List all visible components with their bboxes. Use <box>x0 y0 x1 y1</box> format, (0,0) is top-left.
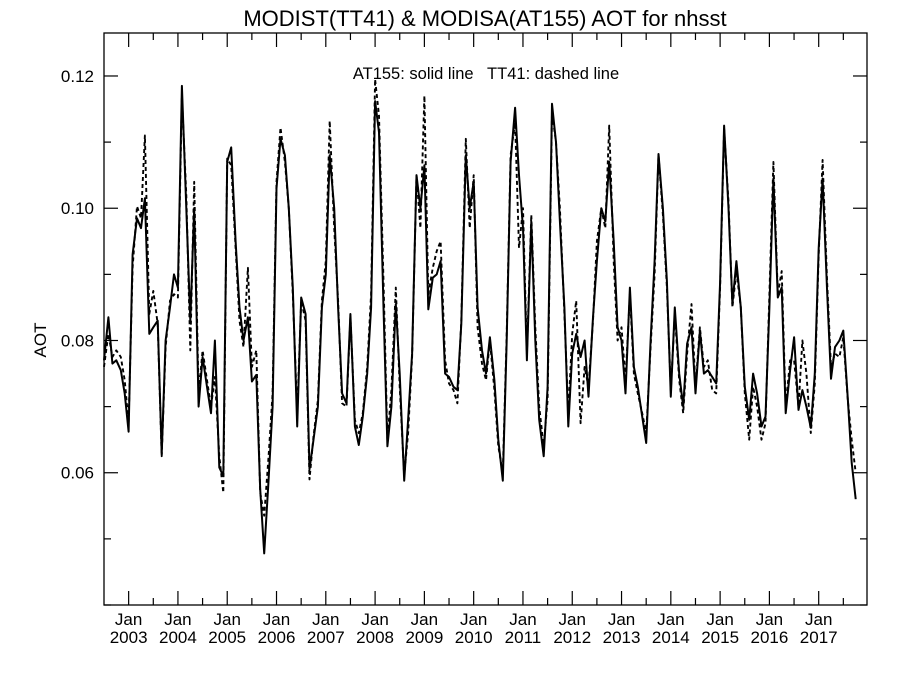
plot-frame <box>103 32 868 606</box>
x-tick-month-label: Jan <box>263 610 290 629</box>
x-tick-year-label: 2003 <box>110 628 148 647</box>
x-tick-year-label: 2016 <box>750 628 788 647</box>
x-tick-month-label: Jan <box>115 610 142 629</box>
x-tick-month-label: Jan <box>411 610 438 629</box>
x-tick-year-label: 2006 <box>258 628 296 647</box>
y-tick-label: 0.06 <box>61 464 94 483</box>
chart-title: MODIST(TT41) & MODISA(AT155) AOT for nhs… <box>243 6 726 31</box>
x-tick-year-label: 2010 <box>455 628 493 647</box>
x-tick-month-label: Jan <box>559 610 586 629</box>
x-axis: Jan2003Jan2004Jan2005Jan2006Jan2007Jan20… <box>110 33 844 647</box>
x-tick-month-label: Jan <box>214 610 241 629</box>
x-tick-year-label: 2007 <box>307 628 345 647</box>
y-tick-label: 0.12 <box>61 67 94 86</box>
x-tick-month-label: Jan <box>509 610 536 629</box>
x-tick-year-label: 2017 <box>800 628 838 647</box>
series-layer <box>103 78 857 555</box>
x-tick-year-label: 2009 <box>405 628 443 647</box>
series-line-at155-solid <box>103 84 857 555</box>
x-tick-year-label: 2013 <box>603 628 641 647</box>
x-tick-year-label: 2005 <box>208 628 246 647</box>
x-tick-month-label: Jan <box>657 610 684 629</box>
x-tick-year-label: 2004 <box>159 628 197 647</box>
x-tick-month-label: Jan <box>460 610 487 629</box>
series-line-tt41-dashed <box>103 78 857 517</box>
x-tick-year-label: 2008 <box>356 628 394 647</box>
x-tick-year-label: 2012 <box>553 628 591 647</box>
x-tick-year-label: 2015 <box>701 628 739 647</box>
x-tick-month-label: Jan <box>805 610 832 629</box>
x-tick-month-label: Jan <box>706 610 733 629</box>
series-style-annotation: AT155: solid line TT41: dashed line <box>353 65 619 83</box>
x-tick-year-label: 2011 <box>505 628 542 647</box>
x-tick-year-label: 2014 <box>652 628 690 647</box>
y-tick-label: 0.08 <box>61 331 94 350</box>
x-tick-month-label: Jan <box>608 610 635 629</box>
y-axis-label: AOT <box>31 323 50 358</box>
x-tick-month-label: Jan <box>312 610 339 629</box>
x-tick-month-label: Jan <box>361 610 388 629</box>
x-tick-month-label: Jan <box>164 610 191 629</box>
y-tick-label: 0.10 <box>61 199 94 218</box>
y-axis: 0.06 0.08 0.10 0.12 <box>61 67 867 606</box>
x-tick-month-label: Jan <box>756 610 783 629</box>
